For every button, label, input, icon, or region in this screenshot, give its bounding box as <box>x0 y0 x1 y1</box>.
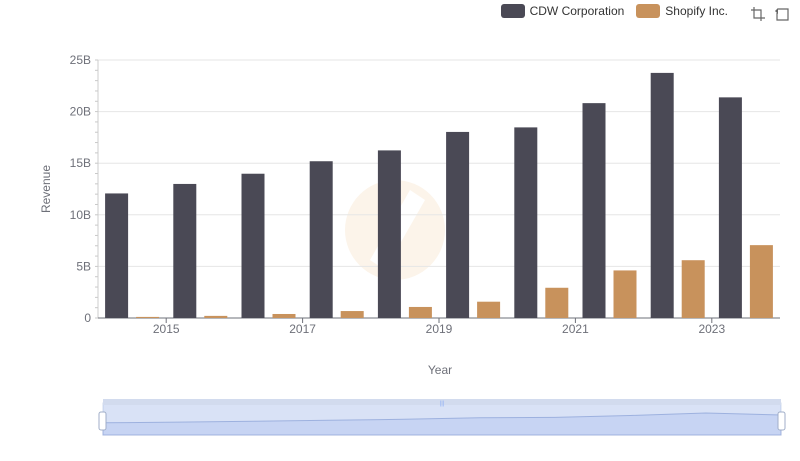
toolbox <box>750 6 790 22</box>
legend-item-shopify[interactable]: Shopify Inc. <box>636 4 728 18</box>
bar-cdw-2014 <box>105 193 129 318</box>
bar-cdw-2023 <box>718 97 742 318</box>
y-tick-label: 25B <box>70 53 91 67</box>
bar-shopify-2020 <box>545 287 569 318</box>
zoom-reset-icon[interactable] <box>774 6 790 22</box>
x-axis-title: Year <box>428 363 452 377</box>
bar-shopify-2017 <box>340 311 364 318</box>
bar-cdw-2020 <box>514 127 538 318</box>
bar-shopify-2014 <box>136 316 160 318</box>
data-zoom-top-bar <box>103 399 781 405</box>
bar-cdw-2022 <box>650 72 674 319</box>
legend-label-cdw: CDW Corporation <box>529 4 625 18</box>
bar-cdw-2021 <box>582 103 606 318</box>
legend-item-cdw[interactable]: CDW Corporation <box>500 4 625 18</box>
y-axis-title: Revenue <box>39 165 53 213</box>
legend: CDW Corporation Shopify Inc. <box>500 4 728 18</box>
legend-label-shopify: Shopify Inc. <box>665 4 728 18</box>
x-tick-label: 2019 <box>426 322 453 336</box>
y-tick-label: 0 <box>84 311 91 325</box>
data-zoom-handle-right[interactable] <box>777 411 786 431</box>
bar-cdw-2017 <box>309 161 333 318</box>
y-tick-label: 15B <box>70 156 91 170</box>
bar-shopify-2015 <box>204 315 228 318</box>
data-zoom-selection <box>103 403 781 435</box>
x-tick-label: 2015 <box>153 322 180 336</box>
x-tick-label: 2023 <box>698 322 725 336</box>
data-zoom-handle-left[interactable] <box>98 411 107 431</box>
data-zoom-slider: ||| <box>98 399 786 436</box>
bar-shopify-2022 <box>681 260 705 318</box>
bar-cdw-2016 <box>241 173 265 318</box>
data-zoom-grip: ||| <box>440 401 445 407</box>
bar-shopify-2021 <box>613 270 637 318</box>
y-tick-label: 5B <box>76 259 91 273</box>
bar-shopify-2016 <box>272 313 296 318</box>
bar-shopify-2019 <box>477 301 501 318</box>
legend-swatch-shopify <box>636 4 661 18</box>
x-tick-label: 2021 <box>562 322 589 336</box>
zoom-select-icon[interactable] <box>750 6 766 22</box>
bar-cdw-2019 <box>446 131 470 318</box>
y-tick-label: 20B <box>70 105 91 119</box>
bar-cdw-2018 <box>377 150 401 318</box>
bar-shopify-2018 <box>408 306 432 318</box>
x-tick-label: 2017 <box>289 322 316 336</box>
legend-swatch-cdw <box>500 4 525 18</box>
bar-shopify-2023 <box>749 245 773 318</box>
y-tick-label: 10B <box>70 208 91 222</box>
bar-cdw-2015 <box>173 183 197 318</box>
